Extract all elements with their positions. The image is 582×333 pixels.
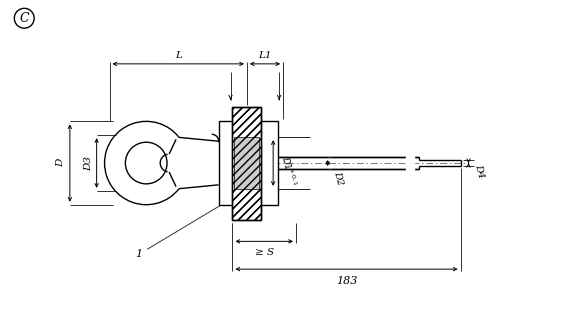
Bar — [219, 122, 278, 205]
Text: D4: D4 — [474, 163, 486, 179]
Text: C: C — [19, 12, 29, 25]
Text: 183: 183 — [336, 276, 357, 286]
Bar — [232, 107, 261, 219]
Text: 1: 1 — [136, 249, 143, 259]
Text: D2: D2 — [333, 170, 345, 186]
Text: L: L — [175, 51, 182, 60]
Text: L1: L1 — [258, 51, 272, 60]
Text: D: D — [56, 159, 65, 167]
Text: ≥ S: ≥ S — [255, 248, 274, 257]
Bar — [235, 137, 259, 189]
Text: D3: D3 — [84, 156, 93, 170]
Bar — [232, 107, 261, 219]
Text: $D1^{+0,1}$: $D1^{+0,1}$ — [279, 155, 299, 187]
